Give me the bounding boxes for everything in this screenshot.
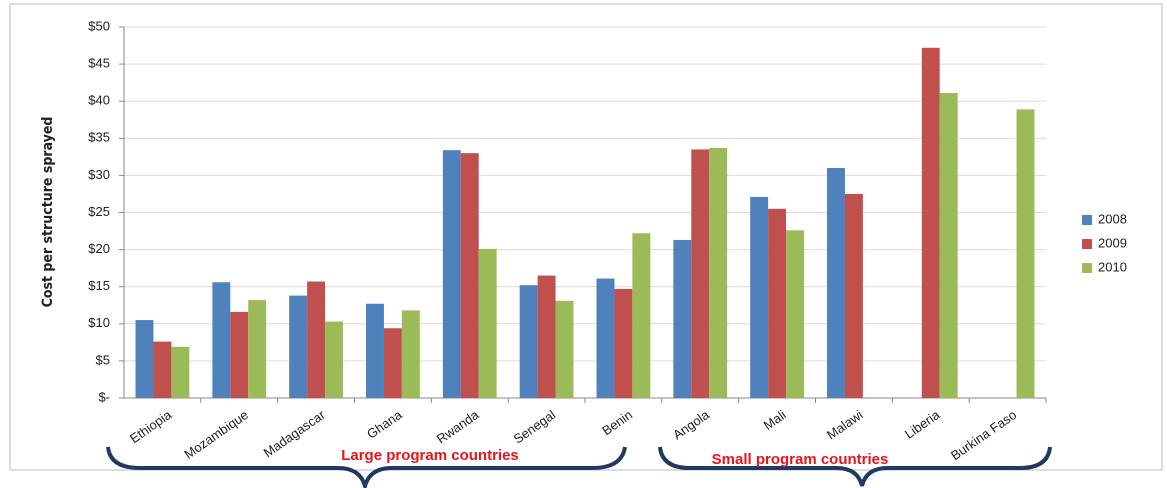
bar <box>844 193 863 398</box>
x-tick-label: Burkina Faso <box>948 407 1019 463</box>
bar <box>212 282 231 398</box>
bar <box>750 196 769 398</box>
y-tick-label: $30 <box>88 167 110 182</box>
bar <box>153 341 172 398</box>
bar <box>383 328 402 398</box>
y-tick-label: $20 <box>88 241 110 256</box>
bar <box>401 310 420 398</box>
bar <box>632 233 651 398</box>
x-tick-label: Madagascar <box>261 407 329 461</box>
bar <box>921 47 940 398</box>
brace <box>106 446 627 488</box>
bar <box>307 281 326 398</box>
y-axis-label: Cost per structure sprayed <box>40 117 56 308</box>
legend-label: 2010 <box>1098 259 1127 274</box>
bar <box>614 288 633 398</box>
x-tick-label: Rwanda <box>434 407 482 447</box>
bar <box>537 275 556 398</box>
legend-swatch <box>1082 215 1092 225</box>
x-tick-label: Senegal <box>511 407 559 447</box>
bar <box>171 346 190 398</box>
y-tick-label: $35 <box>88 130 110 145</box>
legend-swatch <box>1082 239 1092 249</box>
bar <box>135 320 154 398</box>
legend-label: 2008 <box>1098 211 1127 226</box>
y-tick-label: $- <box>98 389 110 404</box>
bar <box>442 150 461 398</box>
chart-frame <box>9 3 1163 471</box>
x-tick-label: Ghana <box>364 407 405 442</box>
bar <box>478 248 497 398</box>
bar <box>691 149 710 398</box>
bar <box>248 300 267 398</box>
annotation: Small program countries <box>712 451 889 468</box>
bar <box>230 311 249 398</box>
bar <box>289 295 308 398</box>
y-tick-label: $45 <box>88 56 110 71</box>
brace <box>658 446 1052 487</box>
x-tick-label: Malawi <box>824 407 866 443</box>
legend-swatch <box>1082 263 1092 273</box>
y-tick-label: $10 <box>88 315 110 330</box>
bar <box>596 278 615 398</box>
y-tick-label: $25 <box>88 204 110 219</box>
bar <box>939 93 958 399</box>
x-tick-label: Benin <box>599 407 635 438</box>
bar <box>519 285 538 398</box>
bar <box>673 239 692 398</box>
bar <box>325 321 343 398</box>
x-tick-label: Mozambique <box>181 407 251 462</box>
bar <box>768 208 787 398</box>
bar <box>555 300 574 398</box>
bar <box>460 153 479 398</box>
y-tick-label: $15 <box>88 278 110 293</box>
bar <box>1016 109 1035 398</box>
x-tick-label: Angola <box>670 407 712 443</box>
y-tick-label: $50 <box>88 18 110 33</box>
legend-label: 2009 <box>1098 235 1127 250</box>
x-tick-label: Mali <box>761 407 789 433</box>
annotation: Large program countries <box>341 447 519 464</box>
y-tick-label: $40 <box>88 93 110 108</box>
x-tick-label: Liberia <box>902 407 943 442</box>
y-tick-label: $5 <box>96 352 110 367</box>
bar <box>709 147 728 398</box>
bar <box>786 230 804 398</box>
x-tick-label: Ethiopia <box>127 407 175 447</box>
bar <box>366 303 384 398</box>
bar <box>827 167 845 398</box>
